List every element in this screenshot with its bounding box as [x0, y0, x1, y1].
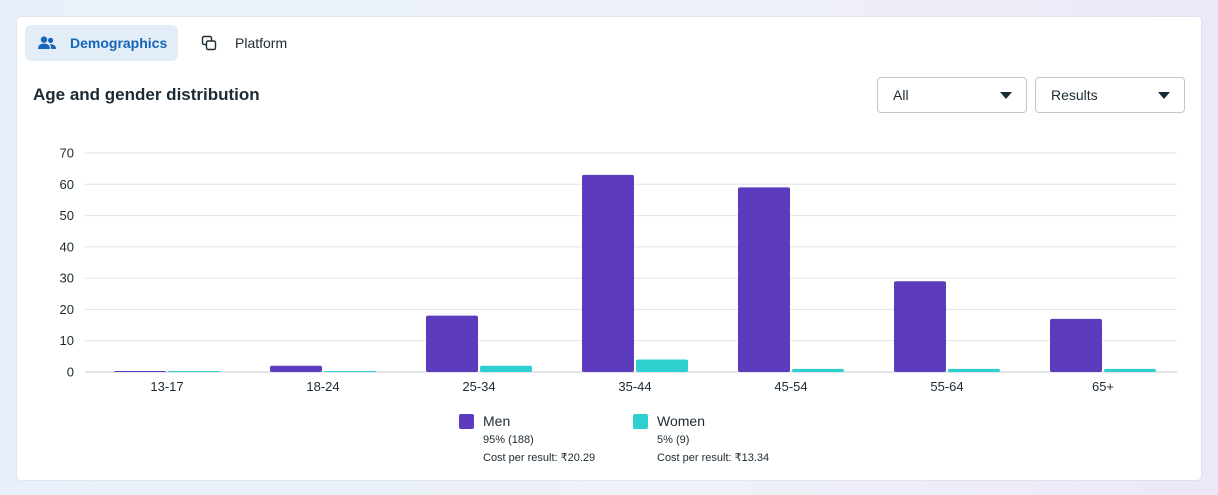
bar-women-18-24 — [324, 371, 376, 372]
bar-women-25-34 — [480, 365, 532, 372]
bar-men-13-17 — [114, 371, 166, 372]
people-icon — [38, 36, 56, 49]
bar-women-45-54 — [792, 368, 844, 372]
legend-name-men: Men — [483, 413, 511, 429]
bar-men-55-64 — [894, 281, 946, 372]
bar-men-45-54 — [738, 187, 790, 372]
x-tick-label: 25-34 — [462, 379, 495, 394]
legend-swatch-men — [459, 414, 474, 429]
bar-men-25-34 — [426, 315, 478, 372]
y-tick-label: 30 — [60, 271, 74, 286]
legend-swatch-women — [633, 414, 648, 429]
tab-demographics-label: Demographics — [70, 35, 168, 51]
legend-share-women: 5% (9) — [657, 434, 690, 446]
y-tick-label: 40 — [60, 239, 74, 254]
x-tick-label: 18-24 — [306, 379, 339, 394]
legend-name-women: Women — [657, 413, 705, 429]
bar-women-13-17 — [168, 371, 220, 372]
y-tick-label: 20 — [60, 302, 74, 317]
x-tick-label: 55-64 — [930, 379, 963, 394]
audience-select-value: All — [893, 87, 909, 103]
y-tick-label: 0 — [67, 365, 74, 380]
bar-men-18-24 — [270, 365, 322, 372]
bar-men-35-44 — [582, 174, 634, 372]
bar-women-35-44 — [636, 359, 688, 372]
tab-demographics[interactable]: Demographics — [25, 25, 178, 61]
tab-platform-label: Platform — [235, 35, 288, 51]
demographics-card: Demographics Platform Age and gender dis… — [17, 17, 1201, 480]
platform-icon — [201, 35, 217, 51]
bar-men-65+ — [1050, 318, 1102, 372]
y-tick-label: 50 — [60, 208, 74, 223]
bar-women-65+ — [1104, 368, 1156, 372]
tab-platform[interactable]: Platform — [194, 25, 314, 61]
legend-cost-women: Cost per result: ₹13.34 — [657, 452, 770, 464]
bar-women-55-64 — [948, 368, 1000, 372]
metric-select-value: Results — [1051, 87, 1098, 103]
caret-down-icon — [1158, 92, 1170, 99]
y-tick-label: 70 — [60, 146, 74, 161]
x-tick-label: 45-54 — [774, 379, 807, 394]
audience-select[interactable]: All — [877, 77, 1027, 113]
legend-share-men: 95% (188) — [483, 434, 534, 446]
metric-select[interactable]: Results — [1035, 77, 1185, 113]
x-tick-label: 13-17 — [150, 379, 183, 394]
legend-cost-men: Cost per result: ₹20.29 — [483, 452, 596, 464]
age-gender-bar-chart: 0 10 20 30 40 50 60 70 13-17 18-24 25-34 35-44 45-54… — [60, 146, 1177, 394]
section-title: Age and gender distribution — [33, 85, 260, 104]
x-tick-label: 35-44 — [618, 379, 651, 394]
y-tick-label: 10 — [60, 333, 74, 348]
x-tick-label: 65+ — [1092, 379, 1114, 394]
caret-down-icon — [1000, 92, 1012, 99]
y-tick-label: 60 — [60, 177, 74, 192]
